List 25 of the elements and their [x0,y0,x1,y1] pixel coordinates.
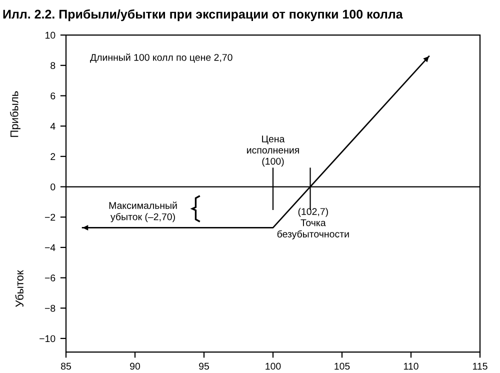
y-tick-label: −6 [44,274,56,282]
y-tick-label: −8 [44,304,56,312]
annotation: Длинный 100 колл по цене 2,70 [90,54,232,63]
x-tick-label: 85 [61,362,71,370]
y-tick-label: −10 [40,335,56,342]
text: Убыток [15,270,24,307]
x-tick-label: 105 [334,362,350,370]
x-tick-label: 110 [404,362,418,370]
x-tick-label: 95 [199,362,209,370]
y-tick-label: 10 [46,32,56,39]
annotation: (102,7) Точка безубыточности [277,208,349,240]
x-tick-label: 115 [472,362,488,370]
y-tick-label: −4 [44,244,56,251]
chart-title: Илл. 2.2. Прибыли/убытки при экспирации от покупки 100 колла [3,9,403,22]
y-tick-label: 0 [50,183,56,190]
y-tick-label: 2 [50,153,56,160]
x-tick-label: 90 [130,362,140,370]
x-tick-label: 100 [266,362,281,370]
annotation: Цена исполнения (100) [247,136,299,167]
y-tick-label: 6 [50,92,56,100]
y-tick-label: 8 [50,62,56,70]
y-tick-label: 4 [50,122,56,130]
y-axis-title: Прибыль [10,91,20,137]
y-tick-label: −2 [44,214,56,221]
annotation: Максимальный убыток (–2,70) [109,202,177,222]
